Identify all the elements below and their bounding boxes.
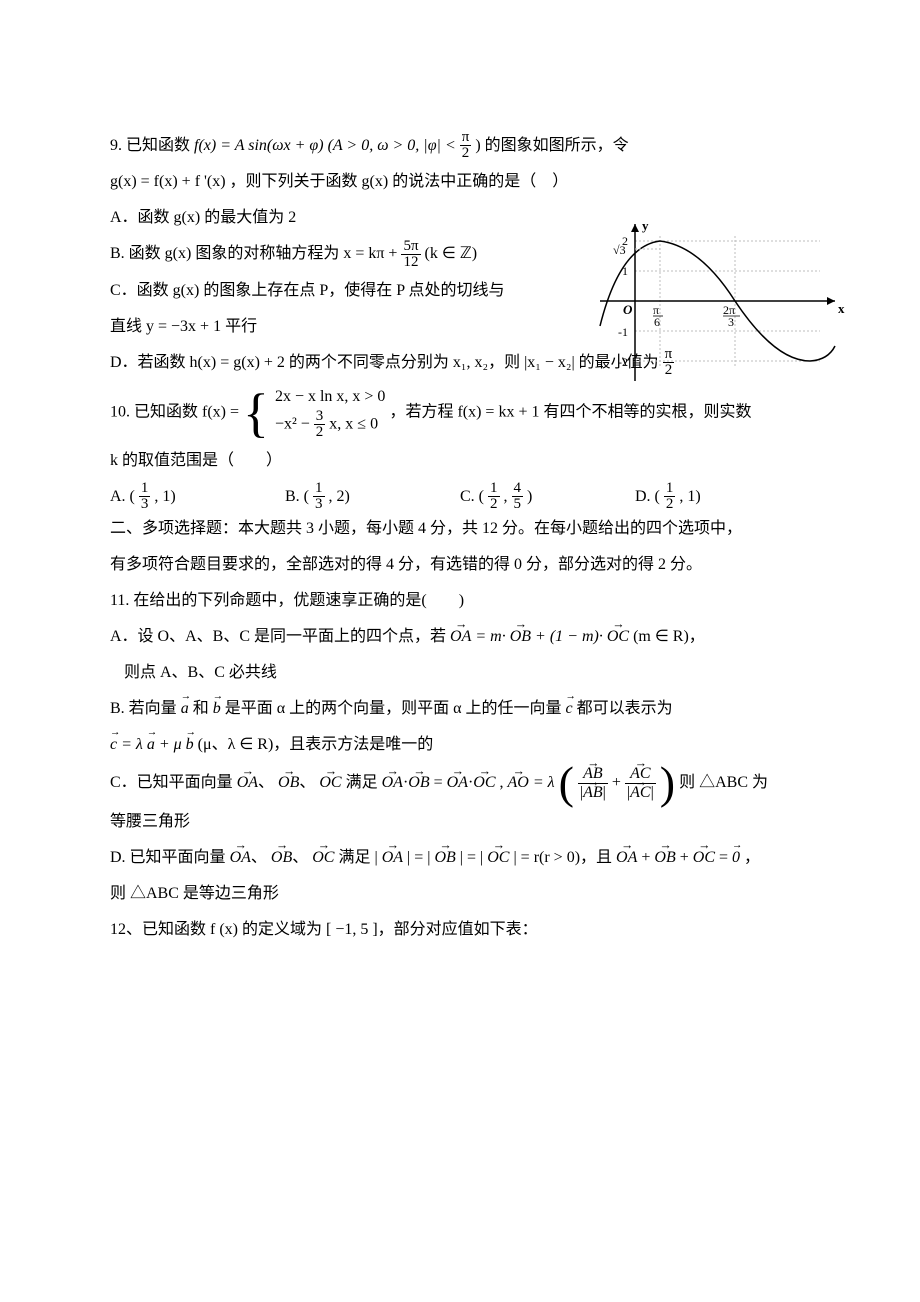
vec-oc: OC xyxy=(607,621,629,653)
q9-intro-a: 9. 已知函数 xyxy=(110,137,194,154)
q9-b-a: B. 函数 g(x) 图象的对称轴方程为 x = kπ + xyxy=(110,245,401,262)
question-9: 9. 已知函数 f(x) = A sin(ωx + φ) (A > 0, ω >… xyxy=(110,130,810,343)
q9-pi-half-den: 2 xyxy=(460,146,472,162)
q9-b-b: (k ∈ ℤ) xyxy=(425,245,478,262)
q11-option-d2: 则 △ABC 是等边三角形 xyxy=(110,878,810,910)
q10-piece2: −x² − 3 2 x, x ≤ 0 xyxy=(275,409,386,441)
origin-label: O xyxy=(623,302,633,317)
q9-intro-b: ) 的图象如图所示，令 xyxy=(475,137,628,154)
q9-intro: 9. 已知函数 f(x) = A sin(ωx + φ) (A > 0, ω >… xyxy=(110,130,810,162)
vec-oa: OA xyxy=(450,621,471,653)
q9-pi-half-num: π xyxy=(460,130,472,146)
x-arrow xyxy=(827,297,835,305)
y-axis-label: y xyxy=(642,218,649,233)
q9-func-def: f(x) = A sin(ωx + φ) (A > 0, ω > 0, |φ| … xyxy=(194,137,460,154)
vec-ob: OB xyxy=(510,621,531,653)
x-axis-label: x xyxy=(838,301,845,316)
q10-option-a: A. ( 13 , 1) xyxy=(110,481,285,513)
section2-l1: 二、多项选择题：本大题共 3 小题，每小题 4 分，共 12 分。在每小题给出的… xyxy=(110,513,810,545)
q10-intro: 10. 已知函数 f(x) = xyxy=(110,404,243,421)
q11-c-frac1: AB |AB| xyxy=(578,765,608,802)
q11-c-frac2: AC |AC| xyxy=(625,765,656,802)
q11-option-a2: 则点 A、B、C 必共线 xyxy=(110,657,810,689)
q10-option-d: D. ( 12 , 1) xyxy=(635,481,810,513)
y-arrow xyxy=(631,224,639,232)
section2-l2: 有多项符合题目要求的，全部选对的得 4 分，有选错的得 0 分，部分选对的得 2… xyxy=(110,549,810,581)
q9-b-den: 12 xyxy=(401,255,420,271)
q10-p2-frac: 3 2 xyxy=(314,409,326,441)
q10-option-b: B. ( 13 , 2) xyxy=(285,481,460,513)
vec-c: c xyxy=(565,693,572,725)
q10-line2: k 的取值范围是（ ） xyxy=(110,445,810,477)
q9-gdef: g(x) = f(x) + f '(x) ，则下列关于函数 g(x) 的说法中正… xyxy=(110,166,810,198)
q9-figure: 2 √3 1 -1 -2 O π 6 2π 3 x y xyxy=(580,216,850,386)
q11-option-b1: B. 若向量 a 和 b 是平面 α 上的两个向量，则平面 α 上的任一向量 c… xyxy=(110,693,810,725)
q9-b-frac: 5π 12 xyxy=(401,239,420,271)
ytick-neg2: -2 xyxy=(618,355,628,369)
q11-option-b2: c = λ a + μ b (μ、λ ∈ R)，且表示方法是唯一的 xyxy=(110,729,810,761)
vec-a: a xyxy=(181,693,189,725)
brace-icon: { xyxy=(243,389,269,438)
q11-option-d1: D. 已知平面向量 OA、 OB、 OC 满足 | OA | = | OB | … xyxy=(110,842,810,874)
q10-options: A. ( 13 , 1) B. ( 13 , 2) C. ( 12 , 45 )… xyxy=(110,481,810,513)
q9-b-num: 5π xyxy=(401,239,420,255)
q9-pi-half: π 2 xyxy=(460,130,472,162)
q10-piece1: 2x − x ln x, x > 0 xyxy=(275,385,386,409)
xtick-2pi3-den: 3 xyxy=(728,315,734,329)
q12-intro: 12、已知函数 f (x) 的定义域为 [ −1, 5 ]，部分对应值如下表： xyxy=(110,914,810,946)
question-10: 10. 已知函数 f(x) = { 2x − x ln x, x > 0 −x²… xyxy=(110,385,810,441)
paren-right-icon: ) xyxy=(660,765,675,802)
paren-left-icon: ( xyxy=(559,765,574,802)
ytick-neg1: -1 xyxy=(618,325,628,339)
q11-option-c1: C．已知平面向量 OA、 OB、 OC 满足 OA·OB = OA·OC , A… xyxy=(110,765,810,802)
vec-b: b xyxy=(213,693,221,725)
q11-option-a1: A．设 O、A、B、C 是同一平面上的四个点，若 OA = m· OB + (1… xyxy=(110,621,810,653)
ytick-1: 1 xyxy=(622,264,628,278)
q10-option-c: C. ( 12 , 45 ) xyxy=(460,481,635,513)
q10-intro-b: ，若方程 f(x) = kx + 1 有四个不相等的实根，则实数 xyxy=(389,404,751,421)
xtick-pi6-den: 6 xyxy=(654,315,660,329)
ytick-sqrt3: √3 xyxy=(613,243,626,257)
